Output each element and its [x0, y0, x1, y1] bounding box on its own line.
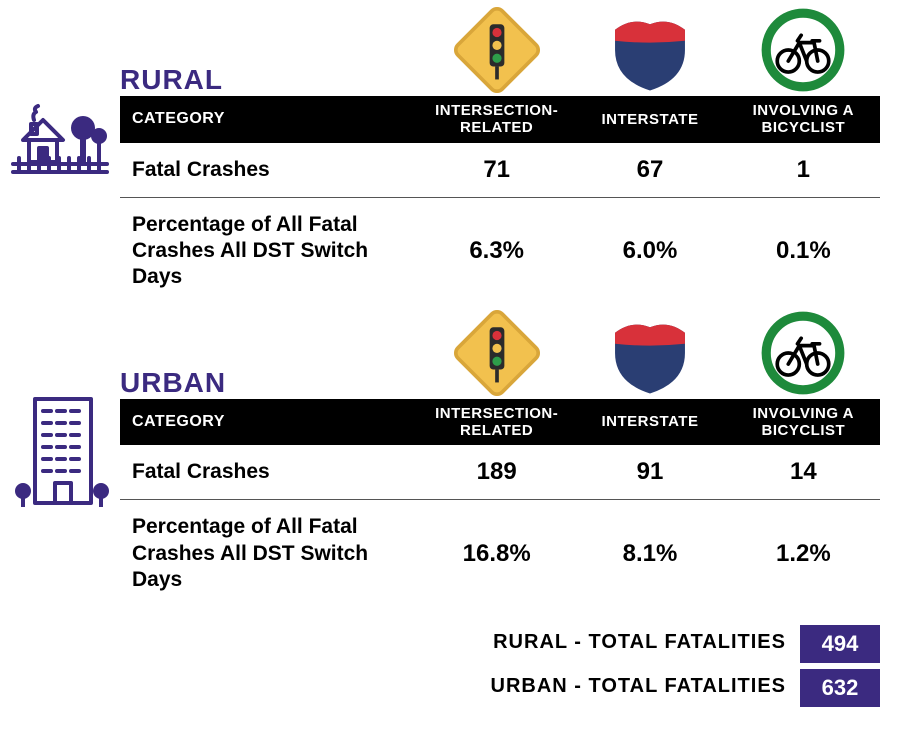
row-label: Fatal Crashes: [120, 455, 420, 489]
bicyclist-icon: [727, 4, 880, 96]
row-label: Percentage of All Fatal Crashes All DST …: [120, 510, 420, 597]
intersection-sign-icon: [420, 4, 573, 96]
row-label: Percentage of All Fatal Crashes All DST …: [120, 208, 420, 295]
cell-value: 6.3%: [420, 237, 573, 265]
rural-header-row: CATEGORY INTERSECTION-RELATED INTERSTATE…: [120, 96, 880, 143]
cell-value: 16.8%: [420, 540, 573, 568]
cell-value: 0.1%: [727, 237, 880, 265]
col-header-intersection: INTERSECTION-RELATED: [420, 96, 573, 143]
col-header-bicyclist: INVOLVING ABICYCLIST: [727, 96, 880, 143]
totals-block: RURAL - TOTAL FATALITIES 494 URBAN - TOT…: [0, 625, 880, 707]
intersection-sign-icon: [420, 307, 573, 399]
urban-header-row: CATEGORY INTERSECTION-RELATED INTERSTATE…: [120, 399, 880, 446]
cell-value: 8.1%: [573, 540, 726, 568]
total-value: 494: [800, 625, 880, 663]
rural-house-icon: [0, 70, 120, 185]
cell-value: 6.0%: [573, 237, 726, 265]
total-line-urban: URBAN - TOTAL FATALITIES 632: [0, 669, 880, 707]
cell-value: 91: [573, 458, 726, 486]
cell-value: 67: [573, 156, 726, 184]
urban-icons-row: URBAN: [120, 309, 880, 399]
cell-value: 189: [420, 458, 573, 486]
category-header: CATEGORY: [120, 405, 420, 439]
table-row: Percentage of All Fatal Crashes All DST …: [120, 500, 880, 607]
rural-icons-row: RURAL: [120, 6, 880, 96]
section-rural: RURAL: [0, 0, 900, 305]
rural-table: RURAL: [120, 6, 880, 305]
category-header: CATEGORY: [120, 102, 420, 136]
bicyclist-icon: [727, 307, 880, 399]
row-label: Fatal Crashes: [120, 153, 420, 187]
urban-building-icon: [0, 387, 120, 522]
cell-value: 1: [727, 156, 880, 184]
urban-table: URBAN: [120, 309, 880, 608]
table-row: Percentage of All Fatal Crashes All DST …: [120, 198, 880, 305]
interstate-shield-icon: [573, 4, 726, 96]
section-title-rural: RURAL: [120, 64, 420, 96]
col-header-bicyclist: INVOLVING ABICYCLIST: [727, 399, 880, 446]
col-header-intersection: INTERSECTION-RELATED: [420, 399, 573, 446]
table-row: Fatal Crashes 189 91 14: [120, 445, 880, 500]
section-title-urban: URBAN: [120, 367, 420, 399]
total-label: URBAN - TOTAL FATALITIES: [477, 669, 800, 707]
total-line-rural: RURAL - TOTAL FATALITIES 494: [0, 625, 880, 663]
cell-value: 71: [420, 156, 573, 184]
total-value: 632: [800, 669, 880, 707]
interstate-shield-icon: [573, 307, 726, 399]
section-urban: URBAN: [0, 309, 900, 608]
table-row: Fatal Crashes 71 67 1: [120, 143, 880, 198]
col-header-interstate: INTERSTATE: [573, 407, 726, 436]
cell-value: 14: [727, 458, 880, 486]
col-header-interstate: INTERSTATE: [573, 105, 726, 134]
total-label: RURAL - TOTAL FATALITIES: [479, 625, 800, 663]
cell-value: 1.2%: [727, 540, 880, 568]
